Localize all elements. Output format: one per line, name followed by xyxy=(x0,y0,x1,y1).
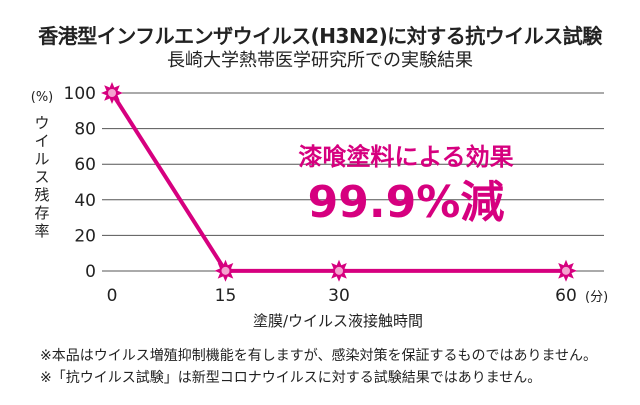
y-axis-label-char: ス xyxy=(34,168,49,186)
y-tick-0: 0 xyxy=(85,262,96,282)
y-axis-label-char: イ xyxy=(34,132,49,150)
y-unit-label: (%) xyxy=(31,90,54,105)
chart-title: 香港型インフルエンザウイルス(H3N2)に対する抗ウイルス試験 xyxy=(38,24,602,48)
footnote-2: ※「抗ウイルス試験」は新型コロナウイルスに対する試験結果ではありません。 xyxy=(40,370,542,386)
x-tick-30: 30 xyxy=(328,286,350,306)
y-tick-100: 100 xyxy=(64,84,96,104)
x-unit-label: (分) xyxy=(585,290,608,305)
x-tick-labels: 0 15 30 60 xyxy=(107,286,577,306)
y-tick-80: 80 xyxy=(74,120,96,140)
x-tick-15: 15 xyxy=(215,286,237,306)
footnotes: ※本品はウイルス増殖抑制機能を有しますが、感染対策を保証するものではありません。… xyxy=(40,345,630,389)
data-point-highlight xyxy=(335,266,343,275)
series-line-path xyxy=(110,91,566,273)
x-tick-60: 60 xyxy=(555,286,577,306)
y-axis-label-char: 存 xyxy=(34,204,49,222)
data-point-highlight xyxy=(108,89,116,97)
chart-subtitle: 長崎大学熱帯医学研究所での実験結果 xyxy=(167,50,473,71)
y-tick-60: 60 xyxy=(74,155,96,175)
y-axis-label-char: 率 xyxy=(34,222,49,240)
series-line xyxy=(110,91,566,273)
annotation-reduction-text: 99.9%減 xyxy=(308,177,505,228)
x-tick-0: 0 xyxy=(107,286,118,306)
y-tick-labels: 0 20 40 60 80 100 xyxy=(64,84,96,282)
data-point-highlight xyxy=(562,266,570,275)
annotation-effect-text: 漆喰塗料による効果 xyxy=(298,143,513,171)
data-point-highlight xyxy=(221,266,230,275)
y-axis-label-char: ル xyxy=(34,150,49,168)
y-tick-20: 20 xyxy=(74,226,96,246)
data-markers xyxy=(101,82,577,282)
y-tick-40: 40 xyxy=(74,191,96,211)
y-axis-label-char: ウ xyxy=(34,114,49,132)
y-axis-label-char: 残 xyxy=(34,186,49,204)
footnote-1: ※本品はウイルス増殖抑制機能を有しますが、感染対策を保証するものではありません。 xyxy=(40,348,598,364)
x-axis-label: 塗膜/ウイルス液接触時間 xyxy=(253,312,423,330)
